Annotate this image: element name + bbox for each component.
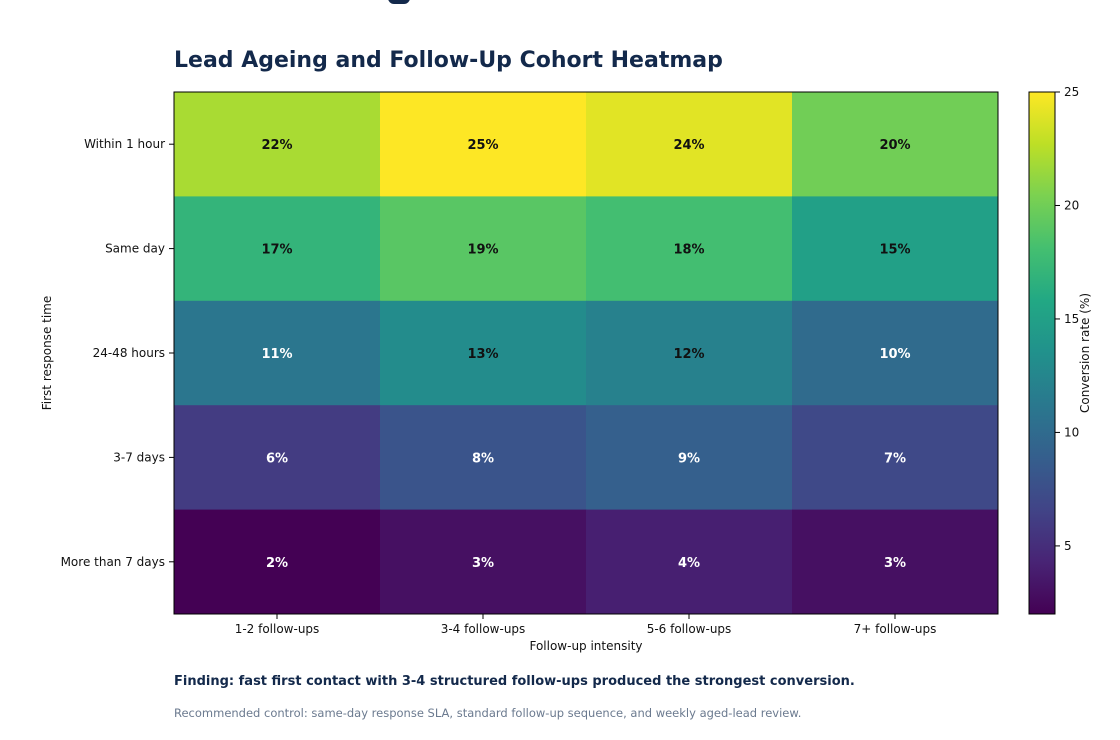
heatmap-cell — [174, 92, 381, 197]
y-tick-label: More than 7 days — [61, 555, 165, 569]
heatmap-cell — [174, 196, 381, 302]
heatmap-cell — [174, 405, 381, 511]
y-tick-label: Same day — [105, 242, 165, 256]
heatmap-cell — [792, 300, 999, 406]
cell-value-label: 19% — [467, 243, 498, 258]
cell-value-label: 9% — [678, 451, 700, 466]
colorbar-ticks: 5 10 15 20 25 — [1055, 85, 1079, 553]
cell-value-label: 12% — [673, 347, 704, 362]
cropped-header-glyph — [388, 0, 410, 4]
cell-value-label: 3% — [884, 556, 906, 571]
cell-value-label: 11% — [261, 347, 292, 362]
heatmap-cell — [792, 92, 999, 197]
cell-value-label: 10% — [879, 347, 910, 362]
heatmap-cell-labels: 22% 25% 24% 20% 17% 19% 18% 15% 11% 13% 12% 10% 6% 8%… — [261, 138, 910, 571]
heatmap-cell — [586, 92, 793, 197]
y-axis-ticks: Within 1 hour Same day 24-48 hours 3-7 days… — [61, 137, 174, 569]
colorbar-tick-label: 20 — [1064, 198, 1079, 212]
colorbar-label: Conversion rate (%) — [1078, 293, 1092, 413]
heatmap-cell — [380, 92, 587, 197]
heatmap-cell — [586, 300, 793, 406]
x-axis-ticks: 1-2 follow-ups 3-4 follow-ups 5-6 follow-u… — [235, 614, 937, 636]
heatmap-cell — [380, 405, 587, 511]
x-tick-label: 1-2 follow-ups — [235, 622, 320, 636]
heatmap-cell — [792, 196, 999, 302]
heatmap-cell — [586, 405, 793, 511]
colorbar-tick-label: 25 — [1064, 85, 1079, 99]
cell-value-label: 15% — [879, 243, 910, 258]
finding-text: Finding: fast first contact with 3-4 str… — [174, 674, 855, 689]
y-tick-label: 24-48 hours — [93, 346, 165, 360]
heatmap-cell — [792, 509, 999, 615]
cell-value-label: 18% — [673, 243, 704, 258]
cell-value-label: 2% — [266, 556, 288, 571]
x-tick-label: 3-4 follow-ups — [441, 622, 526, 636]
cell-value-label: 25% — [467, 138, 498, 153]
cell-value-label: 3% — [472, 556, 494, 571]
colorbar-tick-label: 15 — [1064, 312, 1079, 326]
heatmap-chart: 22% 25% 24% 20% 17% 19% 18% 15% 11% 13% 12% 10% 6% 8%… — [40, 85, 1092, 653]
cell-value-label: 8% — [472, 451, 494, 466]
heatmap-cell — [586, 509, 793, 615]
cell-value-label: 4% — [678, 556, 700, 571]
x-tick-label: 7+ follow-ups — [854, 622, 937, 636]
y-axis-label: First response time — [40, 296, 54, 411]
x-axis-label: Follow-up intensity — [529, 639, 642, 653]
heatmap-cell — [586, 196, 793, 302]
cell-value-label: 24% — [673, 138, 704, 153]
heatmap-cell — [380, 196, 587, 302]
heatmap-cells — [174, 92, 999, 615]
heatmap-cell — [380, 509, 587, 615]
y-tick-label: 3-7 days — [113, 450, 165, 464]
heatmap-cell — [174, 509, 381, 615]
cell-value-label: 6% — [266, 451, 288, 466]
y-tick-label: Within 1 hour — [84, 137, 165, 151]
cell-value-label: 20% — [879, 138, 910, 153]
colorbar — [1028, 91, 1056, 615]
heatmap-cell — [380, 300, 587, 406]
heatmap-cell — [174, 300, 381, 406]
colorbar-tick-label: 5 — [1064, 539, 1072, 553]
heatmap-cell — [792, 405, 999, 511]
cell-value-label: 7% — [884, 451, 906, 466]
x-tick-label: 5-6 follow-ups — [647, 622, 732, 636]
cell-value-label: 13% — [467, 347, 498, 362]
cell-value-label: 22% — [261, 138, 292, 153]
recommendation-text: Recommended control: same-day response S… — [174, 706, 802, 720]
cell-value-label: 17% — [261, 243, 292, 258]
chart-title: Lead Ageing and Follow-Up Cohort Heatmap — [174, 48, 723, 73]
colorbar-tick-label: 10 — [1064, 425, 1079, 439]
